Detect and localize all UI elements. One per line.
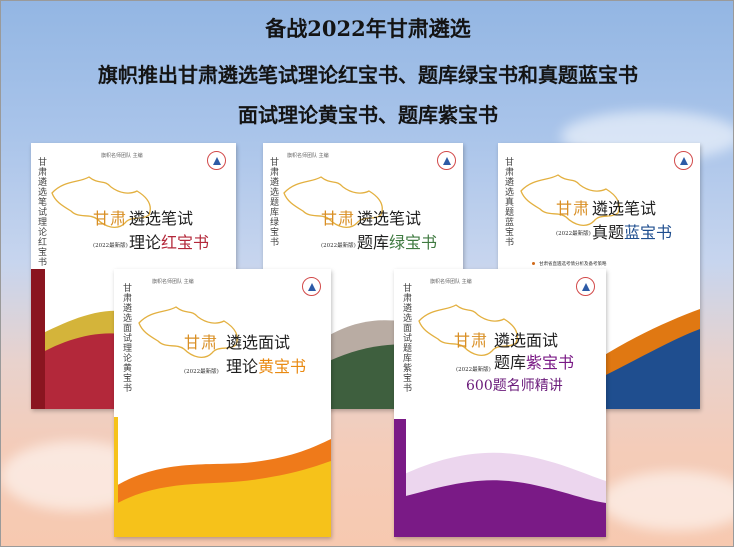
book-spine-title: 甘肃遴选面试理论黄宝书: [121, 283, 131, 393]
book-editor: 旗帜名师团队 主编: [101, 153, 143, 159]
book-title-line-2: 理论红宝书: [129, 229, 209, 253]
book-title-line-1: 遴选面试: [494, 331, 559, 350]
book-yellow: 甘肃遴选面试理论黄宝书 旗帜名师团队 主编 甘肃 遴选面试 (2022最新版) …: [114, 269, 331, 537]
headline-line-2: 旗帜推出甘肃遴选笔试理论红宝书、题库绿宝书和真题蓝宝书: [98, 63, 638, 87]
book-subtitle: 600题名师精讲: [466, 378, 563, 394]
book-edition: (2022最新版): [184, 369, 219, 375]
book-purple: 甘肃遴选面试题库紫宝书 旗帜名师团队 主编 甘肃 遴选面试 (2022最新版) …: [394, 269, 606, 537]
book-editor: 旗帜名师团队 主编: [287, 153, 329, 159]
book-title-prefix: 理论: [226, 357, 259, 376]
book-region: 甘肃: [454, 331, 489, 350]
toc-item: 甘肃省直遴选考情分析及备考策略: [532, 261, 607, 269]
book-title-line-1: 遴选笔试: [357, 209, 422, 228]
book-title-prefix: 理论: [129, 233, 162, 252]
book-edition: (2022最新版): [93, 243, 128, 249]
book-title-line-2: 理论黄宝书: [226, 353, 306, 377]
gansu-map-icon: [418, 304, 518, 357]
book-title-line-2: 真题蓝宝书: [592, 219, 672, 243]
cover-waves: [114, 417, 331, 537]
gansu-map-icon: [520, 174, 620, 227]
book-region: 甘肃: [93, 209, 128, 228]
book-editor: 旗帜名师团队 主编: [430, 279, 472, 285]
book-title-line-1: 遴选面试: [226, 333, 291, 352]
book-title-accent: 红宝书: [161, 233, 210, 252]
gansu-map-icon: [138, 306, 238, 359]
book-title-accent: 黄宝书: [258, 357, 307, 376]
book-title-prefix: 题库: [494, 353, 527, 372]
book-title-prefix: 真题: [592, 223, 625, 242]
cover-waves: [394, 419, 606, 537]
book-title-accent: 蓝宝书: [624, 223, 673, 242]
book-title-accent: 紫宝书: [526, 353, 575, 372]
book-title-line-2: 题库紫宝书: [494, 349, 574, 373]
gansu-map-icon: [51, 176, 151, 229]
logo-icon: [207, 151, 226, 170]
logo-icon: [302, 277, 321, 296]
book-spine-title: 甘肃遴选题库绿宝书: [268, 157, 278, 247]
logo-icon: [674, 151, 693, 170]
book-title-line-1: 遴选笔试: [129, 209, 194, 228]
logo-icon: [437, 151, 456, 170]
book-region: 甘肃: [556, 199, 591, 218]
book-title-accent: 绿宝书: [389, 233, 438, 252]
book-region: 甘肃: [184, 333, 219, 352]
book-spine-title: 甘肃遴选面试题库紫宝书: [401, 283, 411, 393]
headline-line-3: 面试理论黄宝书、题库紫宝书: [238, 103, 498, 127]
book-edition: (2022最新版): [456, 367, 491, 373]
book-spine-title: 甘肃遴选笔试理论红宝书: [36, 157, 46, 267]
book-edition: (2022最新版): [556, 231, 591, 237]
book-title-line-2: 题库绿宝书: [357, 229, 437, 253]
book-region: 甘肃: [321, 209, 356, 228]
cloud-decoration: [601, 471, 733, 531]
book-spine-title: 甘肃遴选真题蓝宝书: [503, 157, 513, 247]
book-title-prefix: 题库: [357, 233, 390, 252]
gansu-map-icon: [283, 176, 383, 229]
logo-icon: [576, 277, 595, 296]
headline-line-1: 备战2022年甘肃遴选: [265, 16, 471, 41]
book-edition: (2022最新版): [321, 243, 356, 249]
book-editor: 旗帜名师团队 主编: [152, 279, 194, 285]
cover-waves: [598, 309, 700, 409]
book-title-line-1: 遴选笔试: [592, 199, 657, 218]
toc-item-text: 甘肃省直遴选考情分析及备考策略: [539, 262, 607, 267]
